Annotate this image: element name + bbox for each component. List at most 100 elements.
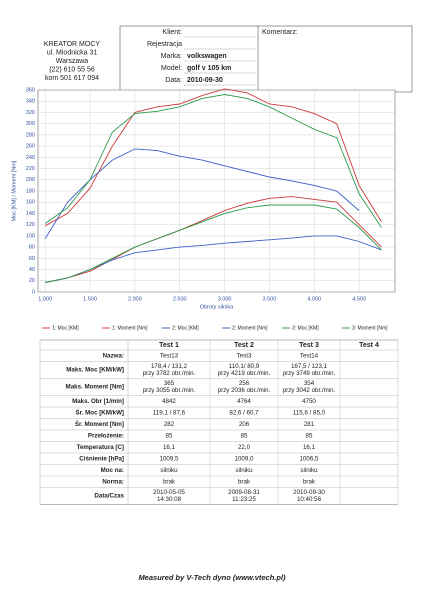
x-tick-label: 1.500 bbox=[83, 296, 97, 302]
table-cell: 2010-05-05 bbox=[153, 489, 185, 496]
table-cell: 206 bbox=[239, 421, 250, 428]
table-cell: brak bbox=[163, 478, 176, 485]
form-label: Data: bbox=[165, 77, 182, 84]
company-line: (22) 610 55 56 bbox=[49, 66, 95, 73]
table-cell: 1006,5 bbox=[300, 455, 319, 462]
y-tick-label: 320 bbox=[26, 110, 35, 116]
form-value: volkswagen bbox=[187, 53, 227, 60]
table-cell: 16,1 bbox=[303, 444, 316, 451]
table-cell: Test3 bbox=[237, 352, 252, 359]
column-header: Test 4 bbox=[359, 342, 379, 349]
table-cell: 11:23:25 bbox=[232, 496, 256, 503]
y-tick-label: 120 bbox=[26, 222, 35, 228]
table-cell: 85 bbox=[306, 432, 313, 439]
legend-label: 2: Moment [Nm] bbox=[232, 325, 268, 331]
table-cell: brak bbox=[303, 478, 316, 485]
x-tick-label: 1.000 bbox=[38, 296, 52, 302]
table-cell: przy 3042 obr./min. bbox=[283, 387, 336, 394]
x-tick-label: 3.000 bbox=[218, 296, 232, 302]
y-tick-label: 300 bbox=[26, 121, 35, 127]
legend-label: 3: Moment [Nm] bbox=[352, 325, 388, 331]
table-cell: 16,1 bbox=[163, 444, 176, 451]
row-label: Ciśnienie [hPa] bbox=[79, 455, 124, 462]
form-label: Klient: bbox=[163, 29, 183, 36]
y-tick-label: 80 bbox=[29, 245, 35, 251]
table-cell: 2009-08-31 bbox=[228, 489, 260, 496]
x-tick-label: 4.000 bbox=[307, 296, 321, 302]
column-header: Test 3 bbox=[299, 342, 319, 349]
row-label: Śr. Moc [KM/kW] bbox=[76, 409, 124, 416]
table-cell: przy 4219 obr./min. bbox=[218, 370, 271, 377]
table-cell: 256 bbox=[239, 380, 250, 387]
company-line: ul. Miodnicka 31 bbox=[47, 49, 98, 56]
table-cell: 10:40:56 bbox=[297, 496, 322, 503]
table-cell: 4750 bbox=[302, 398, 316, 405]
y-tick-label: 140 bbox=[26, 211, 35, 217]
y-tick-label: 260 bbox=[26, 144, 35, 150]
table-cell: przy 3782 obr./min. bbox=[143, 370, 196, 377]
footer: Measured by V-Tech dyno (www.vtech.pl) bbox=[138, 573, 286, 582]
y-tick-label: 360 bbox=[26, 87, 35, 93]
form-label: Marka: bbox=[161, 53, 182, 60]
legend-label: 1: Moment [Nm] bbox=[112, 325, 148, 331]
x-axis-title: Obroty silnika bbox=[200, 304, 234, 310]
series-line bbox=[45, 204, 382, 283]
form-value: golf v 105 km bbox=[187, 65, 231, 72]
legend-label: 1: Moc [KM] bbox=[52, 325, 79, 331]
table-cell: 85 bbox=[241, 432, 248, 439]
form-label: Rejestracja bbox=[147, 41, 182, 48]
table-cell: 119,1 / 87,6 bbox=[153, 409, 186, 416]
table-cell: 85 bbox=[166, 432, 173, 439]
table-cell: silniku bbox=[300, 467, 318, 474]
y-tick-label: 240 bbox=[26, 155, 35, 161]
x-tick-label: 4.500 bbox=[352, 296, 366, 302]
table-cell: 14:30:08 bbox=[157, 496, 182, 503]
comment-label: Komentarz: bbox=[262, 29, 298, 36]
row-label: Przełożenie: bbox=[88, 432, 124, 439]
table-cell: silniku bbox=[160, 467, 178, 474]
table-cell: 22,0 bbox=[238, 444, 251, 451]
table-cell: 4842 bbox=[162, 398, 176, 405]
row-label: Data/Czas bbox=[94, 493, 124, 500]
series-line bbox=[45, 235, 382, 283]
company-line: KREATOR MOCY bbox=[44, 41, 100, 48]
table-cell: przy 3055 obr./min. bbox=[143, 387, 196, 394]
series-line bbox=[44, 94, 382, 228]
y-tick-label: 180 bbox=[26, 188, 35, 194]
x-tick-label: 2.500 bbox=[173, 296, 187, 302]
row-label: Maks. Obr [1/min] bbox=[72, 398, 124, 405]
company-line: Warszawa bbox=[56, 58, 89, 65]
y-tick-label: 160 bbox=[26, 200, 35, 206]
x-tick-label: 2.000 bbox=[128, 296, 142, 302]
column-header: Test 1 bbox=[159, 342, 179, 349]
y-tick-label: 0 bbox=[32, 289, 35, 295]
row-label: Śr. Moment [Nm] bbox=[75, 421, 124, 428]
table-cell: 167,5 / 123,1 bbox=[291, 363, 328, 370]
row-label: Moc na: bbox=[101, 467, 124, 474]
y-tick-label: 280 bbox=[26, 132, 35, 138]
table-cell: 282 bbox=[164, 421, 175, 428]
legend-label: 3: Moc [KM] bbox=[292, 325, 319, 331]
table-cell: 115,6 / 85,0 bbox=[293, 409, 326, 416]
y-tick-label: 220 bbox=[26, 166, 35, 172]
y-axis-title: Moc [KM] / Moment [Nm] bbox=[11, 160, 17, 221]
row-label: Maks. Moment [Nm] bbox=[66, 384, 124, 391]
y-tick-label: 340 bbox=[26, 99, 35, 105]
series-line bbox=[44, 88, 382, 227]
table-cell: silniku bbox=[235, 467, 253, 474]
y-tick-label: 40 bbox=[29, 267, 35, 273]
y-tick-label: 200 bbox=[26, 177, 35, 183]
row-label: Nazwa: bbox=[103, 352, 124, 359]
table-cell: 281 bbox=[304, 421, 315, 428]
table-cell: 354 bbox=[304, 380, 315, 387]
table-cell: 4764 bbox=[237, 398, 251, 405]
series-line bbox=[45, 196, 382, 283]
y-tick-label: 100 bbox=[26, 233, 35, 239]
row-label: Maks. Moc [KM/kW] bbox=[66, 367, 124, 374]
table-cell: 178,4 / 131,2 bbox=[151, 363, 188, 370]
table-cell: 1009,0 bbox=[235, 455, 254, 462]
column-header: Test 2 bbox=[234, 342, 254, 349]
x-tick-label: 3.500 bbox=[263, 296, 277, 302]
table-cell: przy 2036 obr./min. bbox=[218, 387, 271, 394]
row-label: Norma: bbox=[102, 478, 124, 485]
